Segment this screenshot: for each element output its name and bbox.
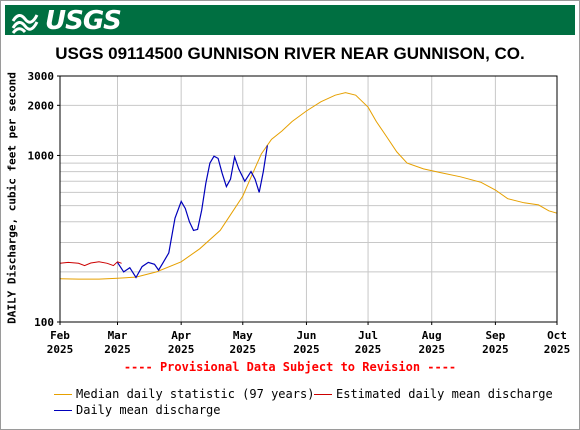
y-tick-label: 100 [34,316,54,329]
x-tick-label-month: Sep [485,329,505,342]
x-tick-label-month: Jun [297,329,317,342]
x-tick-label-month: Mar [108,329,128,342]
x-tick-label-year: 2025 [293,343,320,356]
x-tick-label-year: 2025 [544,343,571,356]
legend-swatch-median [54,393,72,395]
x-tick-label-year: 2025 [168,343,195,356]
x-tick-label-month: May [233,329,253,342]
legend-label-estimated: Estimated daily mean discharge [336,387,553,401]
usgs-logo[interactable]: USGS [11,6,131,36]
x-tick-label-month: Jul [358,329,378,342]
x-tick-label-year: 2025 [482,343,509,356]
legend-label-daily-mean: Daily mean discharge [76,403,221,417]
usgs-header-bar: USGS [5,5,575,35]
x-tick-label-month: Aug [422,329,442,342]
y-tick-label: 2000 [28,99,55,112]
legend: Median daily statistic (97 years) Estima… [54,387,574,423]
hydrograph-chart: 100100020003000Feb2025Mar2025Apr2025May2… [28,70,571,356]
plot-area [60,76,557,322]
y-tick-label: 3000 [28,70,55,83]
legend-item-estimated: Estimated daily mean discharge [314,387,553,401]
y-tick-label: 1000 [28,149,55,162]
usgs-wave-icon [11,14,39,34]
x-tick-label-month: Oct [547,329,567,342]
x-tick-label-month: Feb [50,329,70,342]
provisional-note: ---- Provisional Data Subject to Revisio… [123,360,457,374]
legend-item-median: Median daily statistic (97 years) [54,387,314,401]
x-tick-label-year: 2025 [418,343,445,356]
chart-title: USGS 09114500 GUNNISON RIVER NEAR GUNNIS… [55,44,525,63]
legend-label-median: Median daily statistic (97 years) [76,387,315,401]
usgs-logo-text: USGS [45,6,122,36]
x-tick-label-month: Apr [171,329,191,342]
legend-swatch-estimated [314,393,332,395]
legend-swatch-daily-mean [54,409,72,411]
legend-item-daily-mean: Daily mean discharge [54,403,221,417]
plot-border [59,75,558,323]
series-line-1 [59,261,122,267]
x-tick-label-year: 2025 [104,343,131,356]
series-line-0 [59,92,558,280]
series-line-2 [116,145,268,279]
x-tick-label-year: 2025 [230,343,257,356]
x-tick-label-year: 2025 [355,343,382,356]
x-tick-label-year: 2025 [47,343,74,356]
